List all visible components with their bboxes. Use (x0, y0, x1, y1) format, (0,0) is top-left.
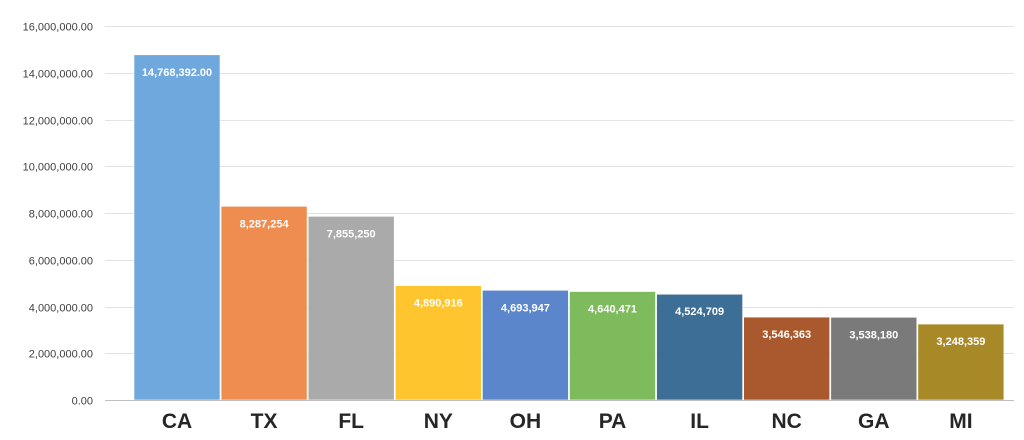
y-tick-label-7: 14,000,000.00 (23, 69, 93, 81)
bar-fl (307, 216, 395, 401)
value-label-il: 4,524,709 (675, 306, 724, 318)
value-label-ny: 4,890,916 (414, 298, 463, 310)
value-label-tx: 8,287,254 (240, 218, 290, 230)
value-label-ca: 14,768,392.00 (142, 67, 212, 79)
bar-il (656, 293, 743, 401)
y-tick-label-4: 8,000,000.00 (29, 209, 93, 221)
category-label-oh: OH (510, 410, 542, 433)
category-label-ny: NY (424, 410, 453, 433)
category-label-tx: TX (251, 410, 278, 433)
y-tick-label-0: 0.00 (72, 396, 93, 408)
category-label-il: IL (690, 410, 709, 433)
value-label-pa: 4,640,471 (588, 304, 637, 316)
y-tick-label-5: 10,000,000.00 (23, 162, 93, 174)
bar-value-labels: 14,768,392.00 8,287,254 7,855,250 4,890,916… (142, 67, 986, 348)
y-tick-label-8: 16,000,000.00 (23, 22, 93, 34)
value-label-mi: 3,248,359 (936, 336, 985, 348)
value-label-oh: 4,693,947 (501, 302, 550, 314)
category-label-mi: MI (949, 410, 972, 433)
value-label-fl: 7,855,250 (327, 228, 376, 240)
y-tick-label-3: 6,000,000.00 (29, 256, 93, 268)
bar-mi (917, 323, 1005, 401)
y-tick-label-6: 12,000,000.00 (23, 116, 93, 128)
bars (133, 54, 1005, 401)
category-label-pa: PA (599, 410, 627, 433)
bar-nc (743, 316, 831, 401)
category-label-fl: FL (338, 410, 364, 433)
value-label-ga: 3,538,180 (849, 329, 898, 341)
y-tick-label-1: 2,000,000.00 (29, 349, 93, 361)
category-label-ga: GA (858, 410, 890, 433)
value-label-nc: 3,546,363 (762, 329, 811, 341)
bar-tx (220, 205, 308, 401)
category-label-ca: CA (162, 410, 192, 433)
bar-ny (394, 285, 482, 401)
bar-ca (133, 54, 221, 401)
bar-oh (482, 289, 569, 401)
x-axis-category-labels: CA TX FL NY OH PA IL NC GA MI (162, 410, 973, 433)
category-label-nc: NC (772, 410, 802, 433)
y-tick-label-2: 4,000,000.00 (29, 303, 93, 315)
y-axis-tick-labels: 0.00 2,000,000.00 4,000,000.00 6,000,000.00… (23, 22, 93, 408)
bar-pa (569, 291, 656, 401)
